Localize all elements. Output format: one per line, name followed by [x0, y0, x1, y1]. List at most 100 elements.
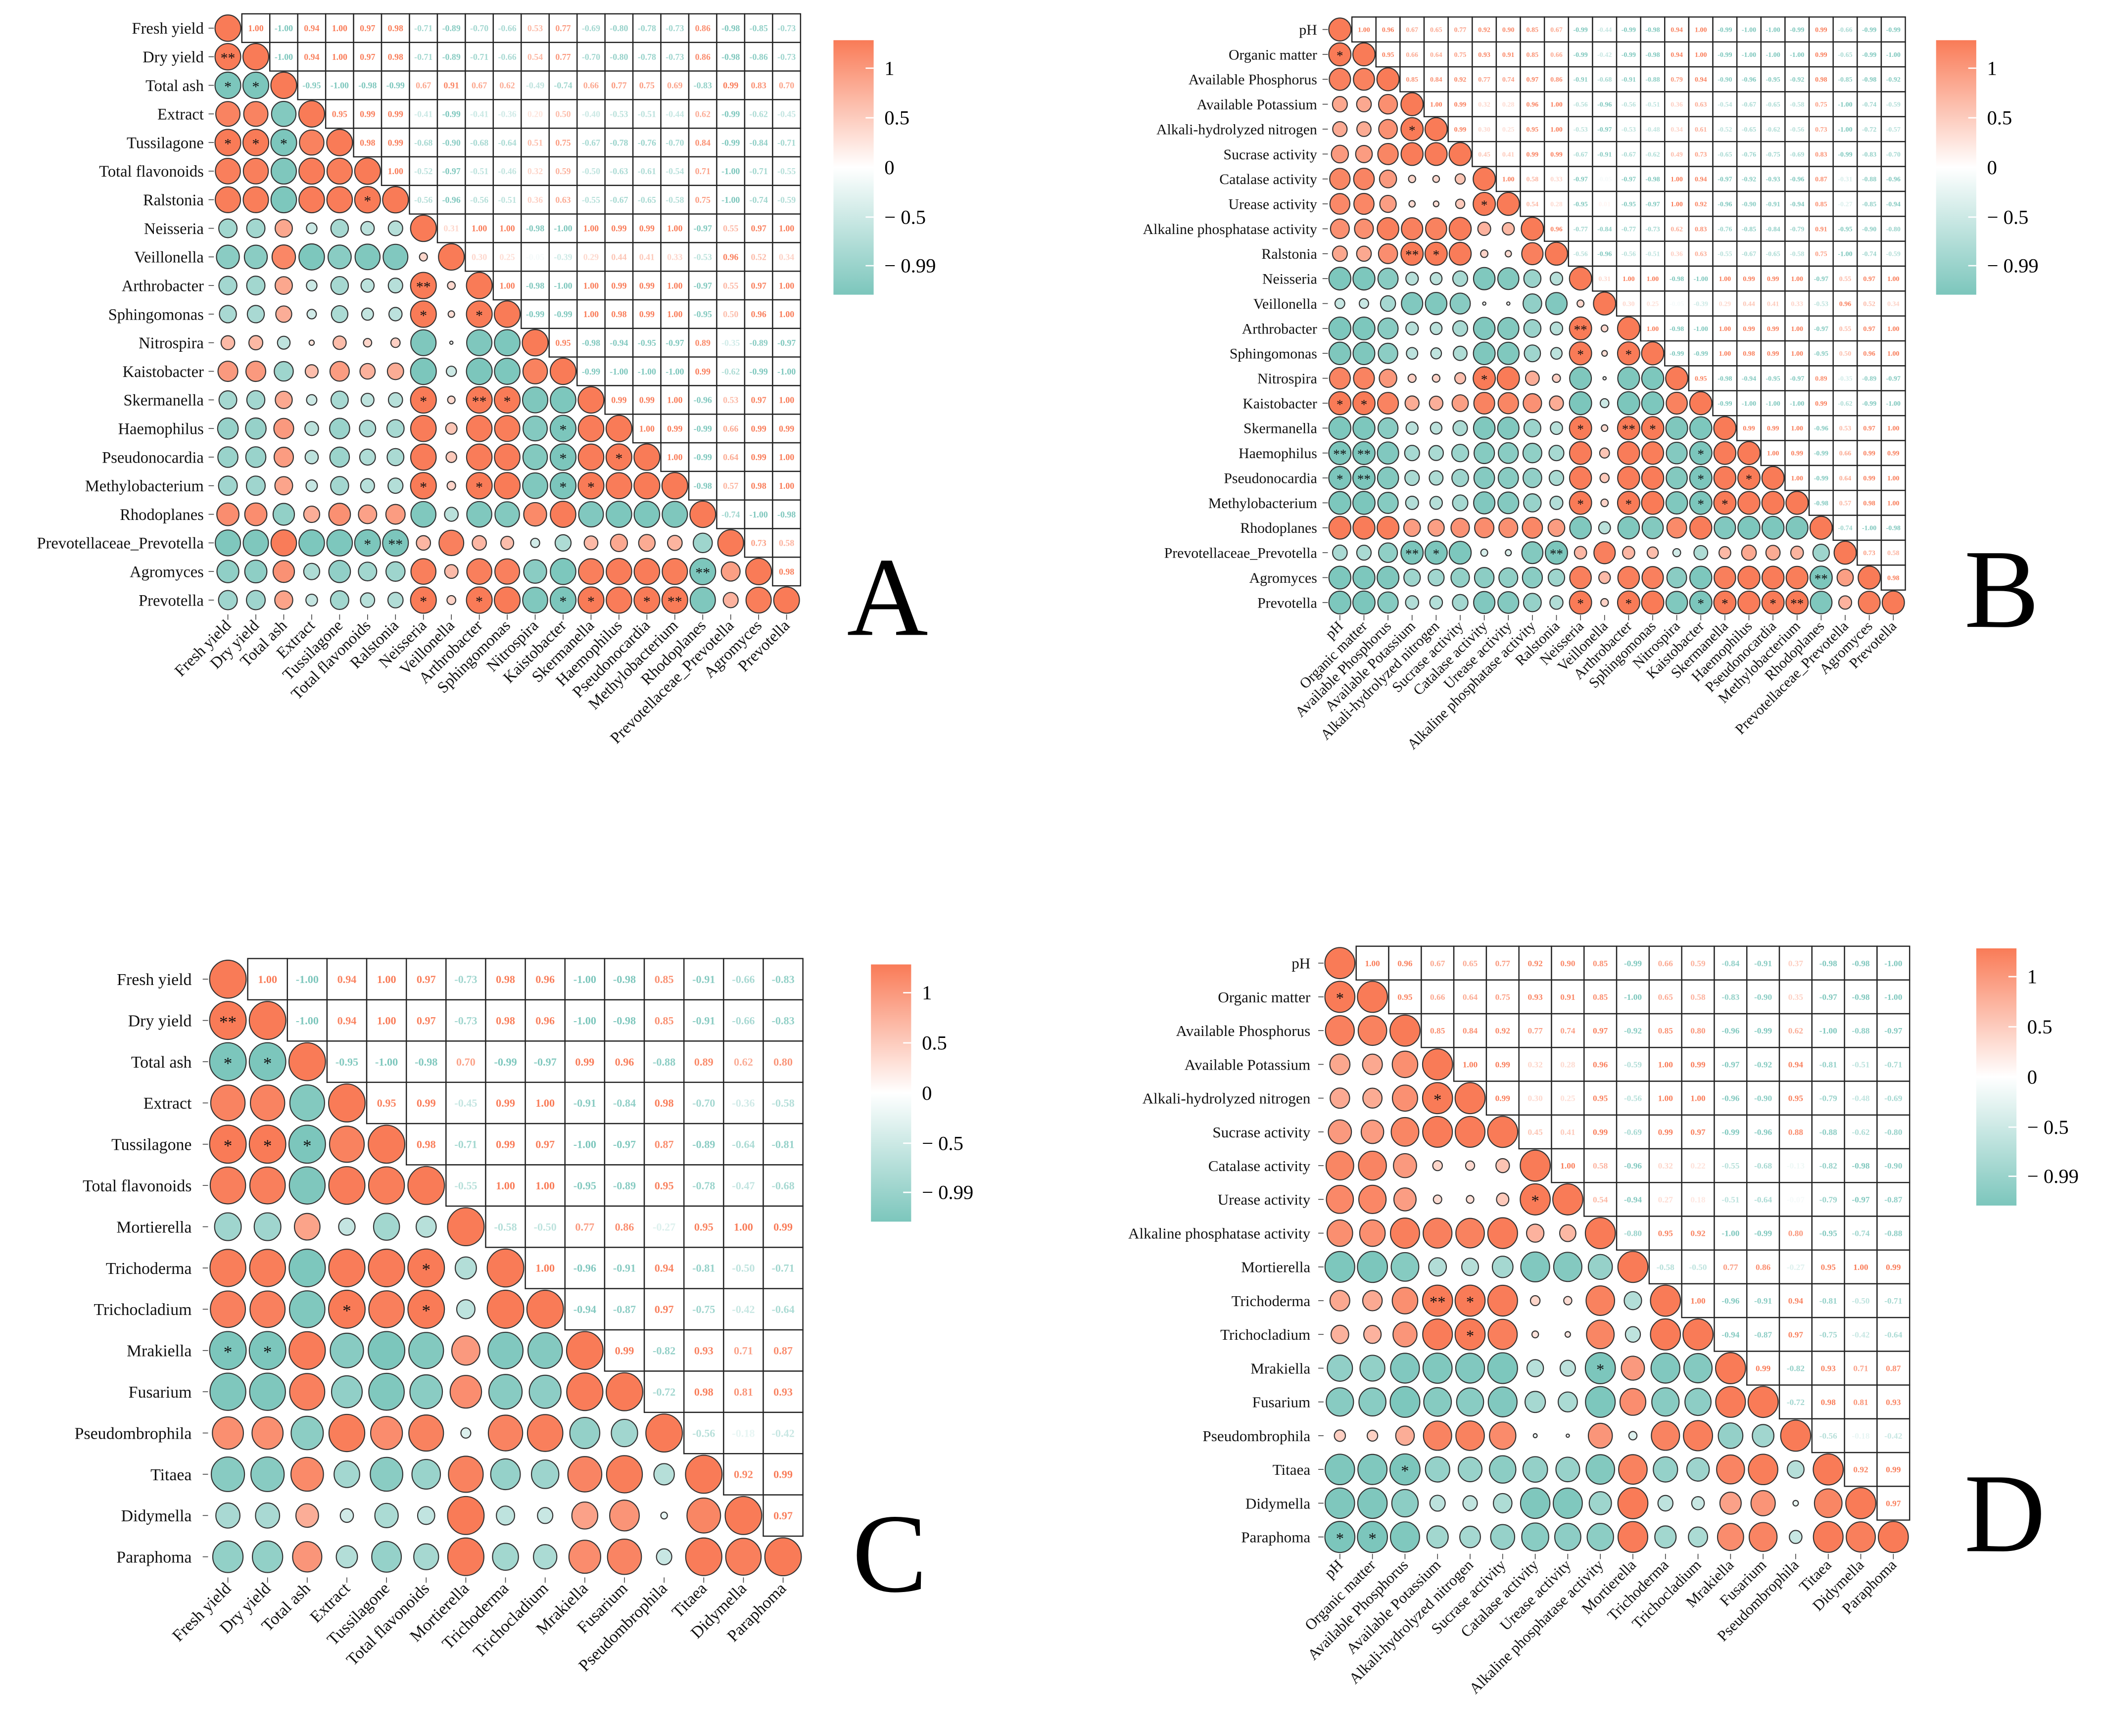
coefficient-cell	[1760, 415, 1786, 441]
correlation-circle	[1453, 345, 1468, 361]
correlation-circle	[1666, 391, 1688, 415]
correlation-circle	[382, 243, 409, 270]
correlation-circle	[1523, 419, 1541, 438]
coefficient-cell	[1811, 1080, 1845, 1116]
coefficient-label: -0.75	[692, 1303, 715, 1315]
correlation-circle	[689, 558, 716, 585]
row-label: Veillonella	[134, 249, 204, 267]
row-label: Mortierella	[1241, 1259, 1310, 1276]
coefficient-label: -0.97	[1819, 992, 1837, 1002]
correlation-circle	[298, 157, 325, 185]
coefficient-cell	[492, 42, 522, 72]
row-label: Total flavonoids	[83, 1177, 191, 1195]
coefficient-label: 0.99	[1815, 26, 1827, 34]
correlation-circle	[1713, 416, 1737, 440]
correlation-circle	[360, 478, 375, 494]
correlation-circle	[1487, 1352, 1518, 1384]
correlation-circle	[1748, 1454, 1778, 1486]
coefficient-cell	[1880, 365, 1906, 392]
correlation-circle	[1379, 194, 1397, 213]
correlation-circle	[494, 586, 521, 614]
coefficient-label: -0.99	[694, 452, 712, 462]
correlation-circle	[361, 307, 374, 321]
coefficient-label: 0.66	[723, 423, 738, 433]
coefficient-label: 0.98	[1887, 574, 1900, 582]
correlation-circle	[1549, 272, 1564, 286]
coefficient-label: -1.00	[721, 166, 740, 176]
significance-marker: *	[1531, 1192, 1539, 1210]
coefficient-cell	[409, 185, 438, 215]
row-label: pH	[1299, 22, 1317, 38]
coefficient-label: 0.83	[1815, 150, 1827, 158]
correlation-circle	[577, 472, 605, 500]
row-label: pH	[1291, 955, 1310, 972]
coefficient-label: 0.75	[695, 195, 711, 205]
correlation-circle	[1428, 1257, 1447, 1277]
coefficient-label: -0.99	[1694, 350, 1708, 358]
coefficient-cell	[763, 999, 804, 1042]
coefficient-cell	[436, 42, 466, 72]
coefficient-label: -0.40	[582, 109, 600, 119]
coefficient-cell	[763, 1370, 804, 1413]
coefficient-label: -0.82	[1787, 1364, 1805, 1373]
coefficient-label: -0.97	[442, 166, 461, 176]
correlation-circle	[1569, 516, 1592, 540]
coefficient-label: 0.95	[655, 1179, 674, 1192]
coefficient-label: 0.95	[1821, 1263, 1836, 1272]
correlation-circle	[1378, 342, 1398, 364]
correlation-circle	[358, 504, 378, 524]
coefficient-label: -0.96	[1742, 76, 1756, 84]
coefficient-label: 0.95	[694, 1220, 714, 1233]
coefficient-label: 0.65	[1658, 992, 1673, 1002]
coefficient-label: -0.81	[1819, 1296, 1837, 1306]
correlation-circle	[549, 586, 577, 614]
coefficient-label: 0.77	[575, 1220, 594, 1233]
coefficient-cell	[772, 185, 802, 215]
significance-marker: *	[1336, 990, 1344, 1008]
coefficient-label: 0.30	[1623, 300, 1635, 308]
coefficient-cell	[1784, 240, 1810, 267]
coefficient-cell	[325, 99, 354, 129]
correlation-circle	[1521, 217, 1544, 241]
correlation-circle	[1455, 1353, 1485, 1384]
correlation-circle	[360, 592, 376, 608]
coefficient-label: 0.50	[723, 309, 738, 319]
row-label: Tussilagone	[127, 134, 204, 152]
correlation-circle	[1357, 1454, 1388, 1485]
coefficient-label: 0.25	[1560, 1094, 1576, 1103]
correlation-circle	[1357, 1251, 1388, 1283]
correlation-circle	[1495, 1158, 1510, 1173]
coefficient-cell	[548, 70, 578, 100]
coefficient-label: 0.90	[1560, 959, 1575, 968]
correlation-circle	[1617, 590, 1640, 615]
correlation-circle	[526, 1289, 564, 1329]
correlation-circle	[416, 535, 431, 551]
coefficient-label: -0.96	[442, 195, 461, 205]
coefficient-cell	[688, 299, 717, 329]
coefficient-label: 0.97	[1788, 1330, 1804, 1339]
coefficient-label: -1.00	[638, 367, 656, 376]
coefficient-cell	[1876, 1418, 1910, 1454]
coefficient-label: 0.99	[1454, 126, 1467, 134]
coefficient-label: -1.00	[1884, 992, 1902, 1002]
significance-marker: **	[668, 593, 682, 610]
correlation-circle	[1492, 1493, 1513, 1513]
correlation-circle	[1428, 568, 1445, 587]
coefficient-label: 0.99	[388, 109, 403, 119]
correlation-circle	[328, 503, 351, 526]
correlation-circle	[328, 1083, 366, 1123]
coefficient-cell	[643, 1205, 685, 1248]
coefficient-label: 0.53	[723, 395, 738, 405]
coefficient-label: -0.54	[1718, 101, 1732, 109]
row-label: Methylobacterium	[85, 477, 204, 495]
correlation-circle	[1474, 517, 1495, 539]
coefficient-label: 0.32	[1658, 1161, 1673, 1171]
coefficient-cell	[1616, 16, 1641, 43]
correlation-circle	[306, 309, 317, 320]
coefficient-label: -0.78	[638, 23, 656, 33]
correlation-circle	[1473, 442, 1495, 465]
coefficient-label: -0.97	[1852, 1195, 1870, 1204]
coefficient-label: -0.98	[1814, 499, 1828, 507]
coefficient-label: -0.78	[692, 1179, 715, 1192]
row-label: Total ash	[145, 77, 204, 95]
